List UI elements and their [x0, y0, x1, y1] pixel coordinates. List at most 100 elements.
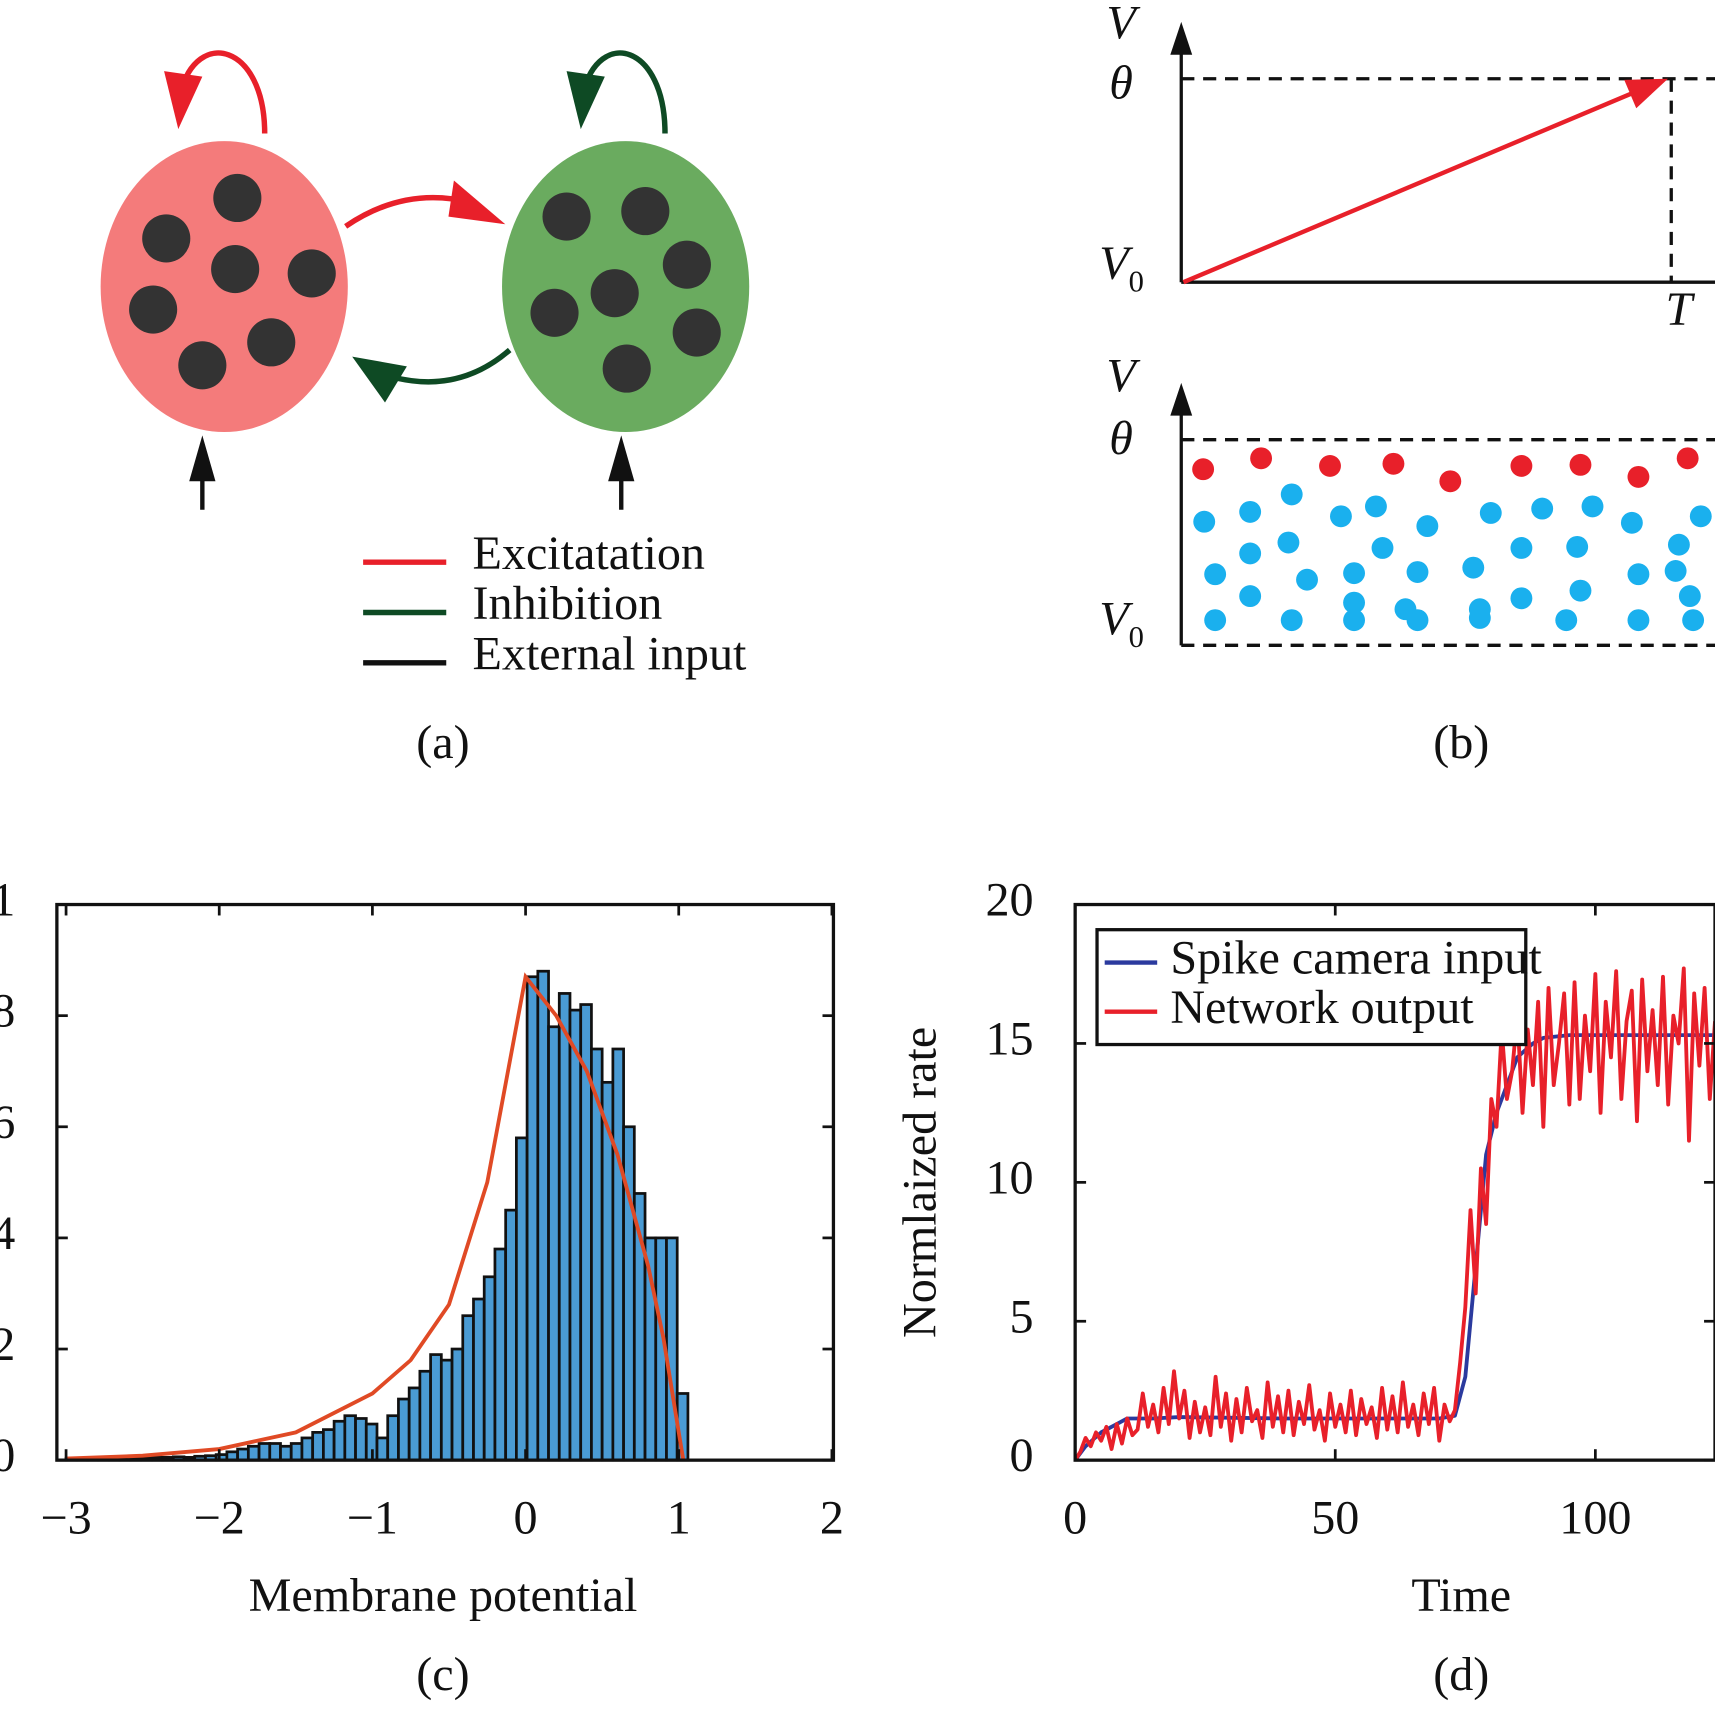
histogram-bar — [536, 969, 550, 1462]
v0-text: V — [1099, 592, 1134, 645]
x-tick-label: −1 — [347, 1492, 398, 1545]
x-tick-label: 100 — [1559, 1492, 1631, 1545]
near-threshold-neurons — [1192, 447, 1699, 493]
histogram-bar — [268, 1442, 282, 1462]
legend-label: Excitatation — [473, 527, 705, 580]
histogram-bar — [472, 1297, 486, 1462]
histogram-bar — [568, 1008, 583, 1462]
histogram-bar — [397, 1397, 411, 1462]
histogram-bar — [418, 1369, 432, 1462]
y-tick-label: 0.8 — [0, 985, 15, 1038]
x-tick-label: 0 — [1063, 1492, 1087, 1545]
y-tick-label: 0 — [1010, 1429, 1034, 1482]
arrowhead — [164, 71, 203, 130]
inhibitory-projection — [393, 347, 512, 385]
v-label: V — [1106, 350, 1141, 403]
histogram-bar — [257, 1442, 272, 1462]
neurons — [129, 173, 721, 393]
x-tick-label: 2 — [820, 1492, 844, 1545]
histogram-bar — [311, 1431, 325, 1462]
histogram-bar — [322, 1428, 336, 1462]
histogram-bar — [461, 1314, 475, 1462]
histogram-bar — [611, 1047, 625, 1462]
v0-label: V0 — [1099, 592, 1144, 653]
histogram-bar — [504, 1208, 518, 1462]
y-tick-label: 20 — [985, 874, 1033, 927]
caption: (c) — [416, 1648, 469, 1701]
y-tick-label: 5 — [1010, 1290, 1034, 1343]
t-label: T — [1666, 283, 1696, 336]
arrowhead — [189, 435, 216, 482]
histogram-bar — [547, 1025, 561, 1462]
arrowhead — [1624, 78, 1668, 109]
y-tick-label: 0.4 — [0, 1207, 15, 1260]
theta-label: θ — [1109, 57, 1133, 110]
caption: (b) — [1433, 716, 1489, 769]
v0-label: V0 — [1099, 237, 1144, 298]
fit-curve — [65, 972, 686, 1461]
v0-text: V — [1099, 237, 1134, 290]
panel-a: Excitatation Inhibition External input (… — [100, 50, 750, 769]
caption: (d) — [1433, 1648, 1489, 1701]
histogram-bar — [375, 1436, 390, 1462]
arrowhead — [566, 71, 605, 130]
subthreshold-neurons — [1193, 483, 1712, 632]
v0-sub: 0 — [1129, 264, 1144, 298]
arrowhead — [352, 356, 407, 403]
y-tick-label: 15 — [985, 1012, 1033, 1065]
histogram-bar — [289, 1442, 304, 1462]
histogram-bar — [515, 1136, 529, 1462]
y-tick-label: 1 — [0, 874, 15, 927]
y-axis-label: Normlaized rate — [893, 1027, 946, 1338]
arrowhead — [608, 435, 635, 482]
histogram-bar — [429, 1353, 443, 1462]
x-axis-label: Membrane potential — [249, 1569, 638, 1622]
histogram-bar — [525, 975, 540, 1462]
histogram-bar — [386, 1414, 400, 1462]
y-tick-label: 0.6 — [0, 1096, 15, 1149]
histogram-bar — [450, 1347, 465, 1462]
histogram-bar — [300, 1436, 315, 1462]
x-tick-label: −2 — [194, 1492, 245, 1545]
histogram-bar — [332, 1419, 347, 1462]
histogram-bar — [279, 1444, 293, 1462]
y-tick-label: 0.2 — [0, 1318, 15, 1371]
voltage-ramp — [1182, 87, 1642, 285]
v0-sub: 0 — [1129, 620, 1144, 654]
arrowhead — [1170, 382, 1193, 416]
inhibitory-loop — [580, 50, 668, 134]
histogram-bar — [236, 1447, 250, 1462]
excitatory-loop — [177, 50, 268, 134]
x-tick-label: 0 — [514, 1492, 538, 1545]
theta-label: θ — [1109, 412, 1133, 465]
histogram-bar — [246, 1444, 261, 1462]
histogram-bar — [493, 1247, 508, 1462]
arrowhead — [448, 180, 506, 225]
x-tick-label: −3 — [40, 1492, 91, 1545]
plot-frame — [55, 902, 836, 1462]
legend-label: Network output — [1170, 981, 1474, 1034]
x-tick-label: 1 — [667, 1492, 691, 1545]
histogram-bar — [482, 1275, 497, 1462]
histogram-bar — [665, 1236, 679, 1462]
histogram-bar — [354, 1417, 368, 1462]
histogram-bar — [557, 992, 572, 1462]
caption: (a) — [416, 716, 469, 769]
histogram-bar — [407, 1386, 422, 1462]
legend-label: Spike camera input — [1170, 932, 1542, 985]
y-tick-label: 0 — [0, 1429, 15, 1482]
legend-label: External input — [473, 627, 748, 680]
histogram-bar — [343, 1414, 357, 1462]
arrowhead — [1170, 21, 1193, 55]
v-label: V — [1106, 0, 1141, 49]
legend-label: Inhibition — [473, 577, 663, 630]
x-tick-label: 50 — [1311, 1492, 1359, 1545]
y-tick-label: 10 — [985, 1151, 1033, 1204]
panel-b: V θ V0 T V θ V0 (b) — [1099, 0, 1715, 769]
histogram-bar — [439, 1358, 454, 1462]
x-axis-label: Time — [1411, 1569, 1511, 1622]
series-line — [1073, 966, 1715, 1462]
legend-box — [1095, 928, 1528, 1047]
